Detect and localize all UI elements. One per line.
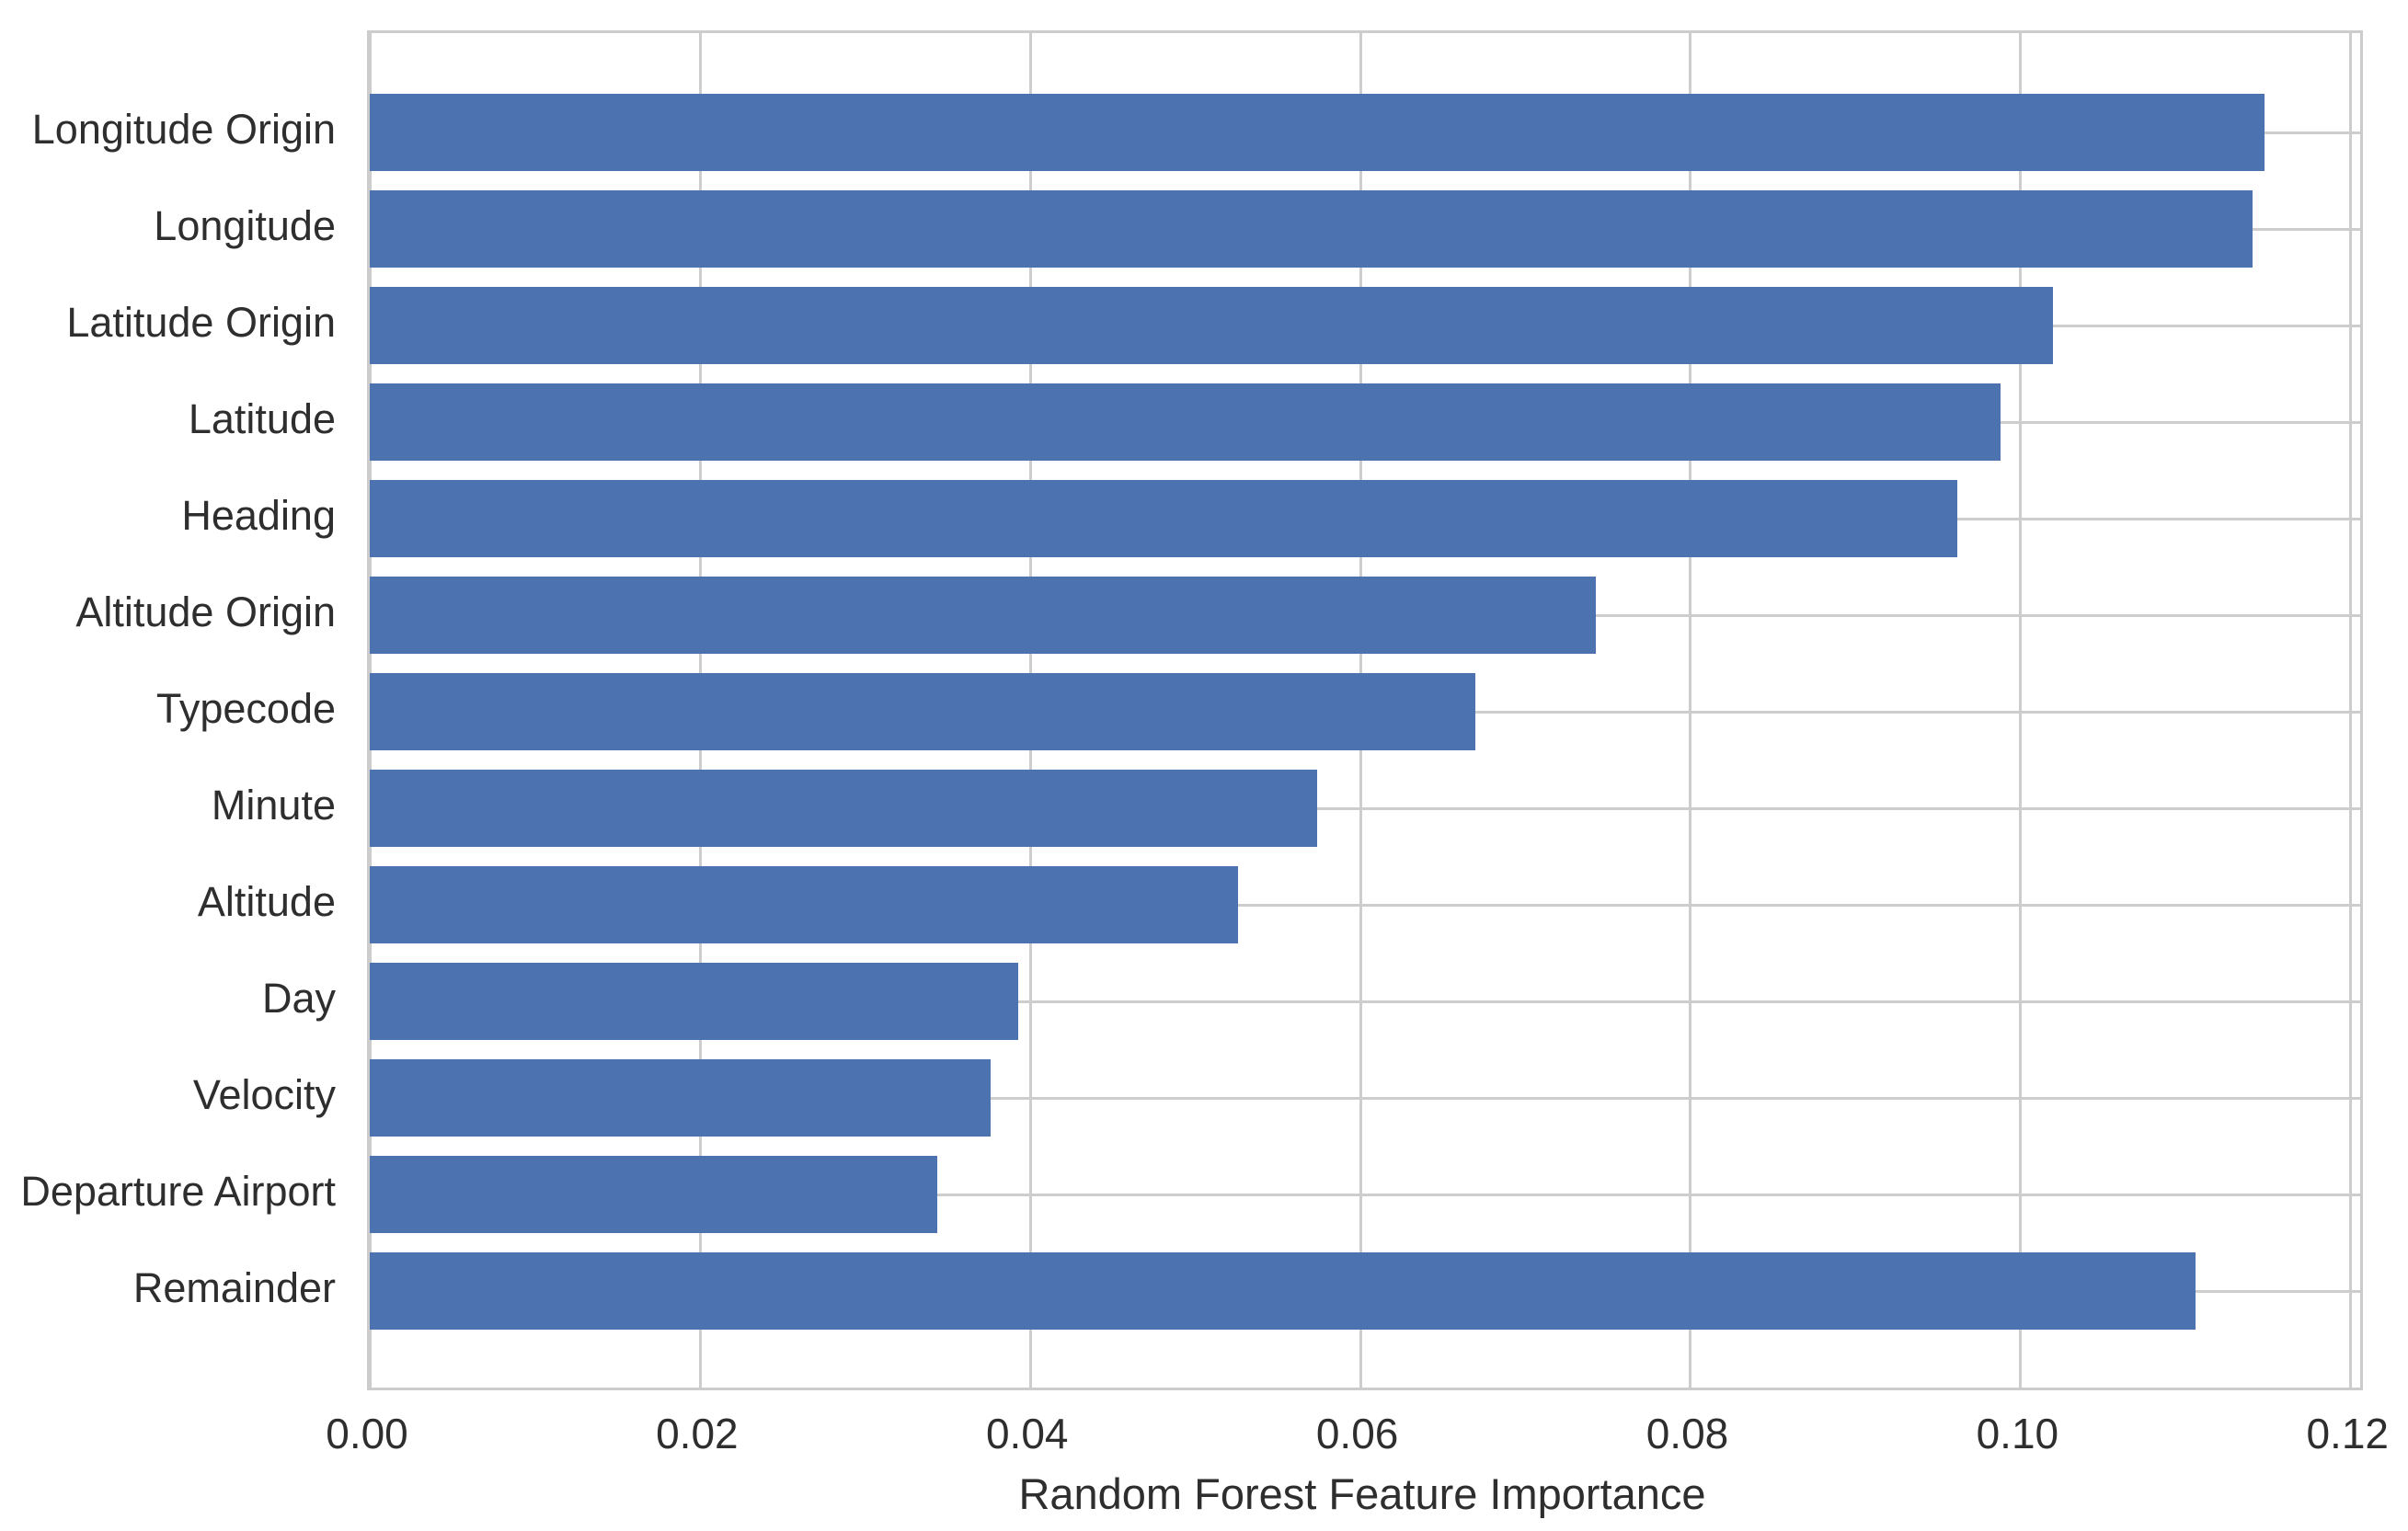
x-axis-title: Random Forest Feature Importance [1018,1469,1706,1518]
bar-departure-airport [370,1156,938,1233]
bar-minute [370,770,1317,847]
bar-day [370,963,1019,1040]
bar-velocity [370,1059,991,1137]
y-gridline [370,1194,2360,1196]
x-gridline-0.08 [1689,33,1692,1388]
plot-area [367,30,2363,1390]
bar-heading [370,480,1958,557]
y-gridline [370,904,2360,907]
bar-altitude-origin [370,577,1597,654]
x-tick-label-0.02: 0.02 [656,1410,739,1457]
y-tick-label-altitude-origin: Altitude Origin [75,588,336,635]
y-tick-label-latitude: Latitude [188,395,336,442]
bar-altitude [370,866,1238,943]
bar-typecode [370,673,1476,750]
y-tick-label-latitude-origin: Latitude Origin [66,299,336,346]
bar-longitude-origin [370,94,2265,171]
y-tick-label-longitude: Longitude [154,202,336,249]
x-tick-label-0.04: 0.04 [985,1410,1069,1457]
bar-remainder [370,1252,2196,1330]
x-tick-label-0.12: 0.12 [2306,1410,2389,1457]
y-tick-label-day: Day [261,975,336,1022]
y-tick-label-altitude: Altitude [197,878,336,925]
y-gridline [370,1097,2360,1100]
y-gridline [370,807,2360,810]
x-tick-label-0.06: 0.06 [1315,1410,1399,1457]
y-tick-label-typecode: Typecode [155,685,336,732]
x-gridline-0.10 [2019,33,2023,1388]
x-gridline-0.12 [2349,33,2353,1388]
y-tick-label-remainder: Remainder [132,1264,336,1311]
y-tick-label-longitude-origin: Longitude Origin [31,106,336,153]
x-tick-label-0.00: 0.00 [326,1410,408,1457]
bar-latitude-origin [370,287,2054,364]
y-tick-label-departure-airport: Departure Airport [20,1168,336,1215]
x-tick-label-0.10: 0.10 [1976,1410,2059,1457]
bar-longitude [370,190,2253,268]
y-tick-label-heading: Heading [181,492,336,539]
y-tick-label-velocity: Velocity [192,1071,336,1118]
x-tick-label-0.08: 0.08 [1645,1410,1729,1457]
y-gridline [370,1000,2360,1003]
y-tick-label-minute: Minute [211,782,336,828]
bar-latitude [370,383,2001,461]
